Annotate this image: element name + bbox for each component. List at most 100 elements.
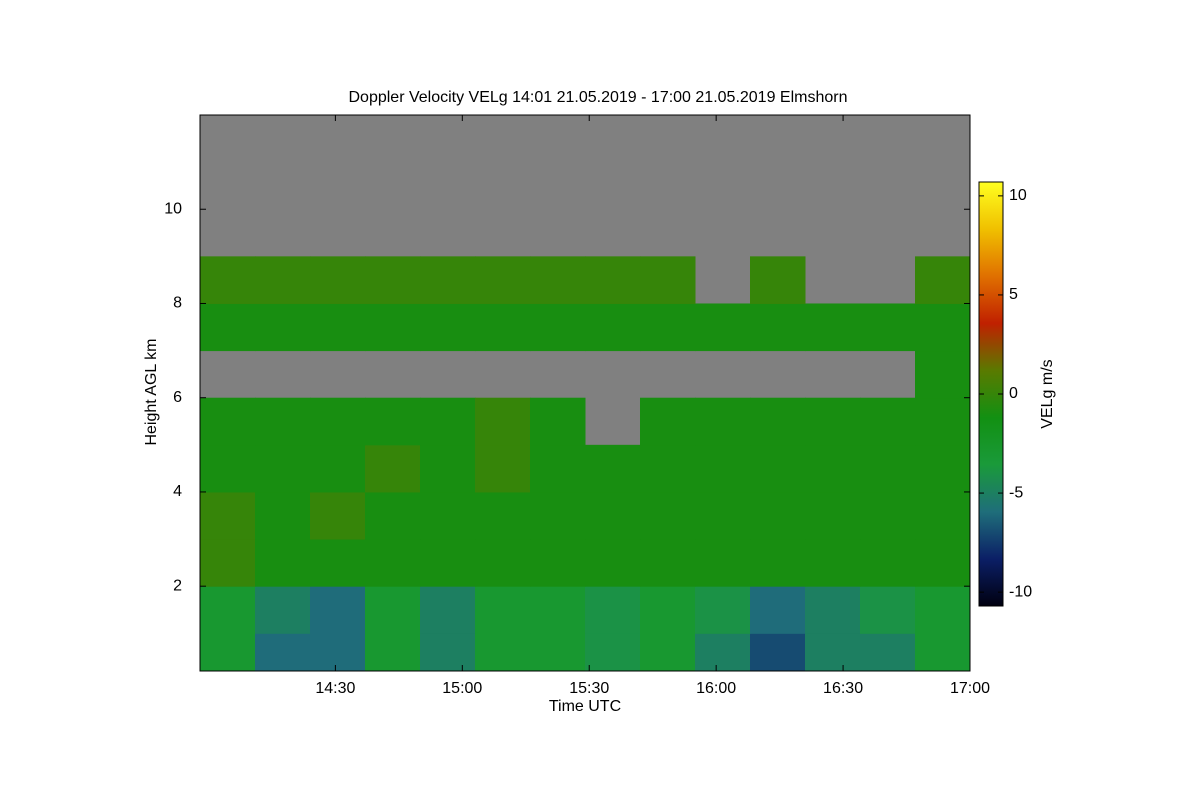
- heatmap-cell: [750, 633, 806, 672]
- x-tick-label: 15:30: [569, 680, 609, 697]
- heatmap-cell: [805, 303, 861, 352]
- y-tick-label: 8: [173, 295, 182, 312]
- heatmap-cell: [310, 303, 366, 352]
- heatmap-cell: [915, 539, 971, 587]
- heatmap-cell: [255, 256, 311, 304]
- heatmap-cell: [200, 633, 256, 672]
- heatmap-cell: [750, 303, 806, 352]
- heatmap-cell: [310, 397, 366, 446]
- heatmap-cell: [365, 444, 421, 493]
- heatmap-cell: [200, 303, 256, 352]
- heatmap-cell: [805, 539, 861, 587]
- heatmap-cell: [915, 256, 971, 304]
- colorbar-tick-label: -5: [1009, 484, 1023, 501]
- heatmap-cell: [420, 586, 476, 634]
- chart-title: Doppler Velocity VELg 14:01 21.05.2019 -…: [348, 89, 847, 106]
- heatmap-cell: [640, 444, 696, 493]
- heatmap-cell: [695, 491, 751, 540]
- heatmap-cell: [695, 303, 751, 352]
- heatmap-cell: [860, 633, 916, 672]
- heatmap-cell: [860, 491, 916, 540]
- heatmap-cell: [310, 491, 366, 540]
- y-axis-label: Height AGL km: [143, 338, 160, 445]
- y-tick-label: 4: [173, 483, 182, 500]
- heatmap-cell: [420, 303, 476, 352]
- heatmap-cell: [915, 586, 971, 634]
- heatmap-cell: [200, 444, 256, 493]
- heatmap-cell: [860, 539, 916, 587]
- heatmap-cell: [365, 539, 421, 587]
- heatmap-cell: [695, 586, 751, 634]
- heatmap-cell: [530, 256, 586, 304]
- heatmap-cell: [200, 491, 256, 540]
- y-tick-label: 10: [164, 200, 182, 217]
- heatmap-cell: [475, 539, 531, 587]
- heatmap-cell: [310, 633, 366, 672]
- heatmap-cell: [530, 491, 586, 540]
- heatmap-cell: [420, 539, 476, 587]
- heatmap-cell: [640, 491, 696, 540]
- heatmap-cell: [750, 256, 806, 304]
- heatmap-cell: [640, 586, 696, 634]
- heatmap-cell: [750, 397, 806, 446]
- heatmap-cell: [200, 397, 256, 446]
- heatmap-cell: [585, 256, 641, 304]
- heatmap-cell: [310, 586, 366, 634]
- heatmap-cell: [200, 586, 256, 634]
- heatmap-cell: [750, 444, 806, 493]
- heatmap-cell: [255, 633, 311, 672]
- heatmap-cell: [695, 633, 751, 672]
- x-tick-label: 15:00: [442, 680, 482, 697]
- heatmap-cell: [695, 444, 751, 493]
- heatmap-cell: [365, 303, 421, 352]
- heatmap-cell: [475, 397, 531, 446]
- heatmap-cell: [255, 397, 311, 446]
- heatmap-cell: [805, 397, 861, 446]
- y-tick-label: 2: [173, 577, 182, 594]
- heatmap-cell: [475, 303, 531, 352]
- colorbar-tick-label: 5: [1009, 286, 1018, 303]
- heatmap-cell: [750, 586, 806, 634]
- heatmap-cell: [860, 444, 916, 493]
- heatmap-cell: [200, 539, 256, 587]
- heatmap-cell: [475, 444, 531, 493]
- heatmap-cell: [915, 350, 971, 399]
- heatmap-cell: [915, 633, 971, 672]
- heatmap-cell: [640, 256, 696, 304]
- heatmap-cell: [805, 633, 861, 672]
- heatmap-cell: [530, 303, 586, 352]
- heatmap-cell: [255, 586, 311, 634]
- heatmap-cell: [365, 586, 421, 634]
- heatmap-cell: [475, 586, 531, 634]
- heatmap-cell: [530, 633, 586, 672]
- colorbar-label: VELg m/s: [1039, 359, 1056, 428]
- heatmap-cell: [585, 586, 641, 634]
- heatmap-cell: [915, 303, 971, 352]
- colorbar-tick-label: 10: [1009, 187, 1027, 204]
- x-tick-label: 17:00: [950, 680, 990, 697]
- heatmap-cell: [310, 256, 366, 304]
- heatmap-cell: [860, 586, 916, 634]
- x-tick-label: 14:30: [315, 680, 355, 697]
- heatmap-cell: [255, 444, 311, 493]
- heatmap-cell: [365, 397, 421, 446]
- heatmap-cell: [255, 303, 311, 352]
- plot-frame: [199, 114, 971, 672]
- heatmap-cell: [695, 397, 751, 446]
- x-tick-label: 16:30: [823, 680, 863, 697]
- colorbar-tick-label: 0: [1009, 385, 1018, 402]
- heatmap-cell: [695, 539, 751, 587]
- heatmap-cell: [640, 303, 696, 352]
- heatmap-cell: [530, 539, 586, 587]
- heatmap-cell: [420, 633, 476, 672]
- heatmap-cell: [310, 539, 366, 587]
- heatmap-cell: [365, 491, 421, 540]
- heatmap-cell: [860, 397, 916, 446]
- heatmap-cell: [750, 491, 806, 540]
- heatmap-cell: [585, 303, 641, 352]
- y-tick-label: 6: [173, 389, 182, 406]
- heatmap-cell: [640, 633, 696, 672]
- heatmap-cell: [365, 633, 421, 672]
- heatmap-cell: [530, 444, 586, 493]
